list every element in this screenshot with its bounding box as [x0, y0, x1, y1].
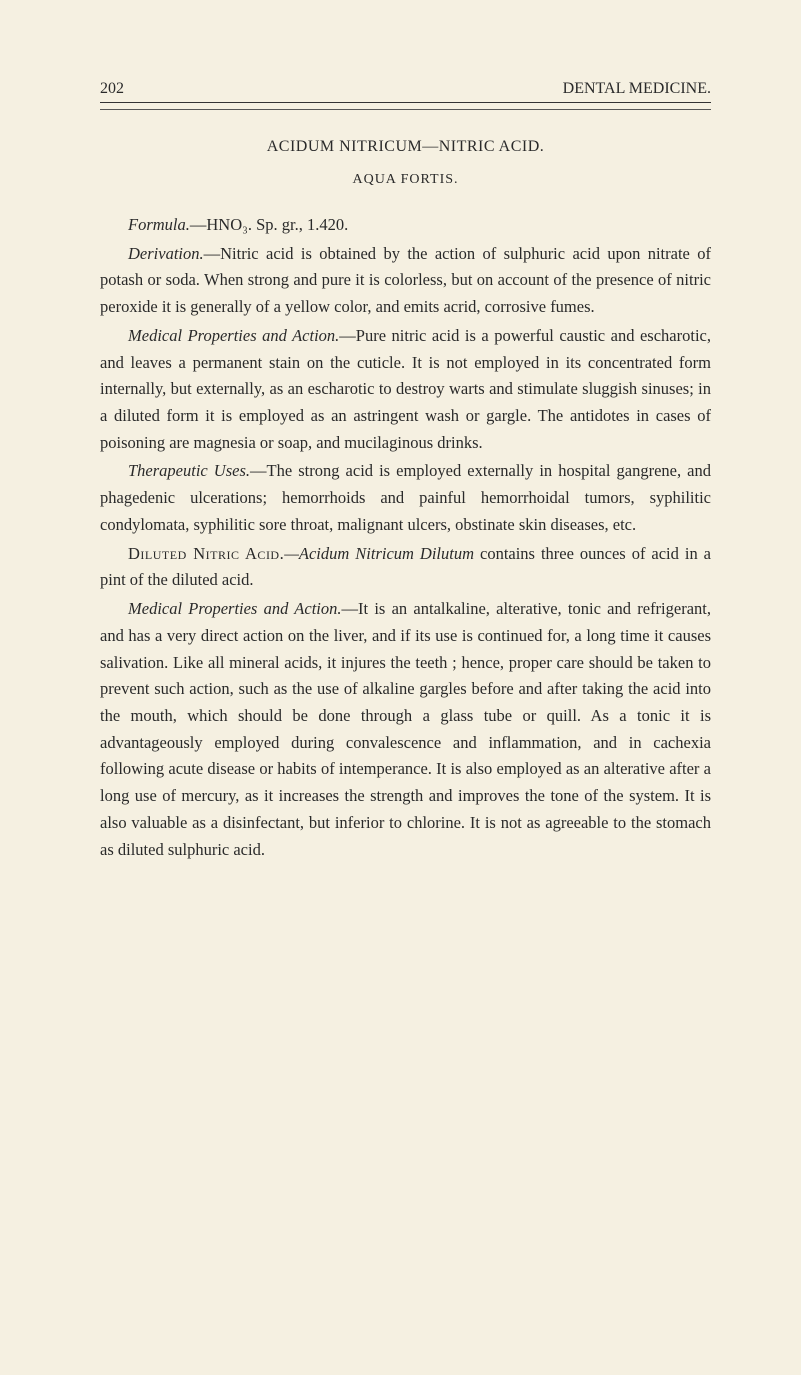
medical-properties-2-paragraph: Medical Properties and Action.—It is an …: [100, 596, 711, 863]
medical-properties-2-label: Medical Properties and Action.: [128, 599, 342, 618]
page-number: 202: [100, 80, 124, 98]
diluted-nitric-paragraph: Diluted Nitric Acid.—Acidum Nitricum Dil…: [100, 541, 711, 594]
medical-properties-1-label: Medical Properties and Action.: [128, 326, 339, 345]
therapeutic-uses-paragraph: Therapeutic Uses.—The strong acid is emp…: [100, 458, 711, 538]
header-rule: [100, 109, 711, 110]
therapeutic-uses-label: Therapeutic Uses.: [128, 461, 250, 480]
derivation-label: Derivation.: [128, 244, 204, 263]
medical-properties-2-text: —It is an antalkaline, alterative, tonic…: [100, 599, 711, 858]
main-title: ACIDUM NITRICUM—NITRIC ACID.: [100, 138, 711, 156]
medical-properties-1-paragraph: Medical Properties and Action.—Pure nitr…: [100, 323, 711, 457]
book-title: DENTAL MEDICINE.: [563, 80, 711, 98]
page-header: 202 DENTAL MEDICINE.: [100, 80, 711, 103]
formula-paragraph: Formula.—HNO₃. Sp. gr., 1.420.: [100, 212, 711, 239]
diluted-nitric-label-sc: Diluted Nitric Acid.: [128, 544, 284, 563]
formula-label: Formula.: [128, 215, 190, 234]
sub-title: AQUA FORTIS.: [100, 172, 711, 188]
derivation-paragraph: Derivation.—Nitric acid is obtained by t…: [100, 241, 711, 321]
formula-text: —HNO₃. Sp. gr., 1.420.: [190, 215, 348, 234]
diluted-nitric-label-italic: —Acidum Nitricum Dilutum: [284, 544, 474, 563]
